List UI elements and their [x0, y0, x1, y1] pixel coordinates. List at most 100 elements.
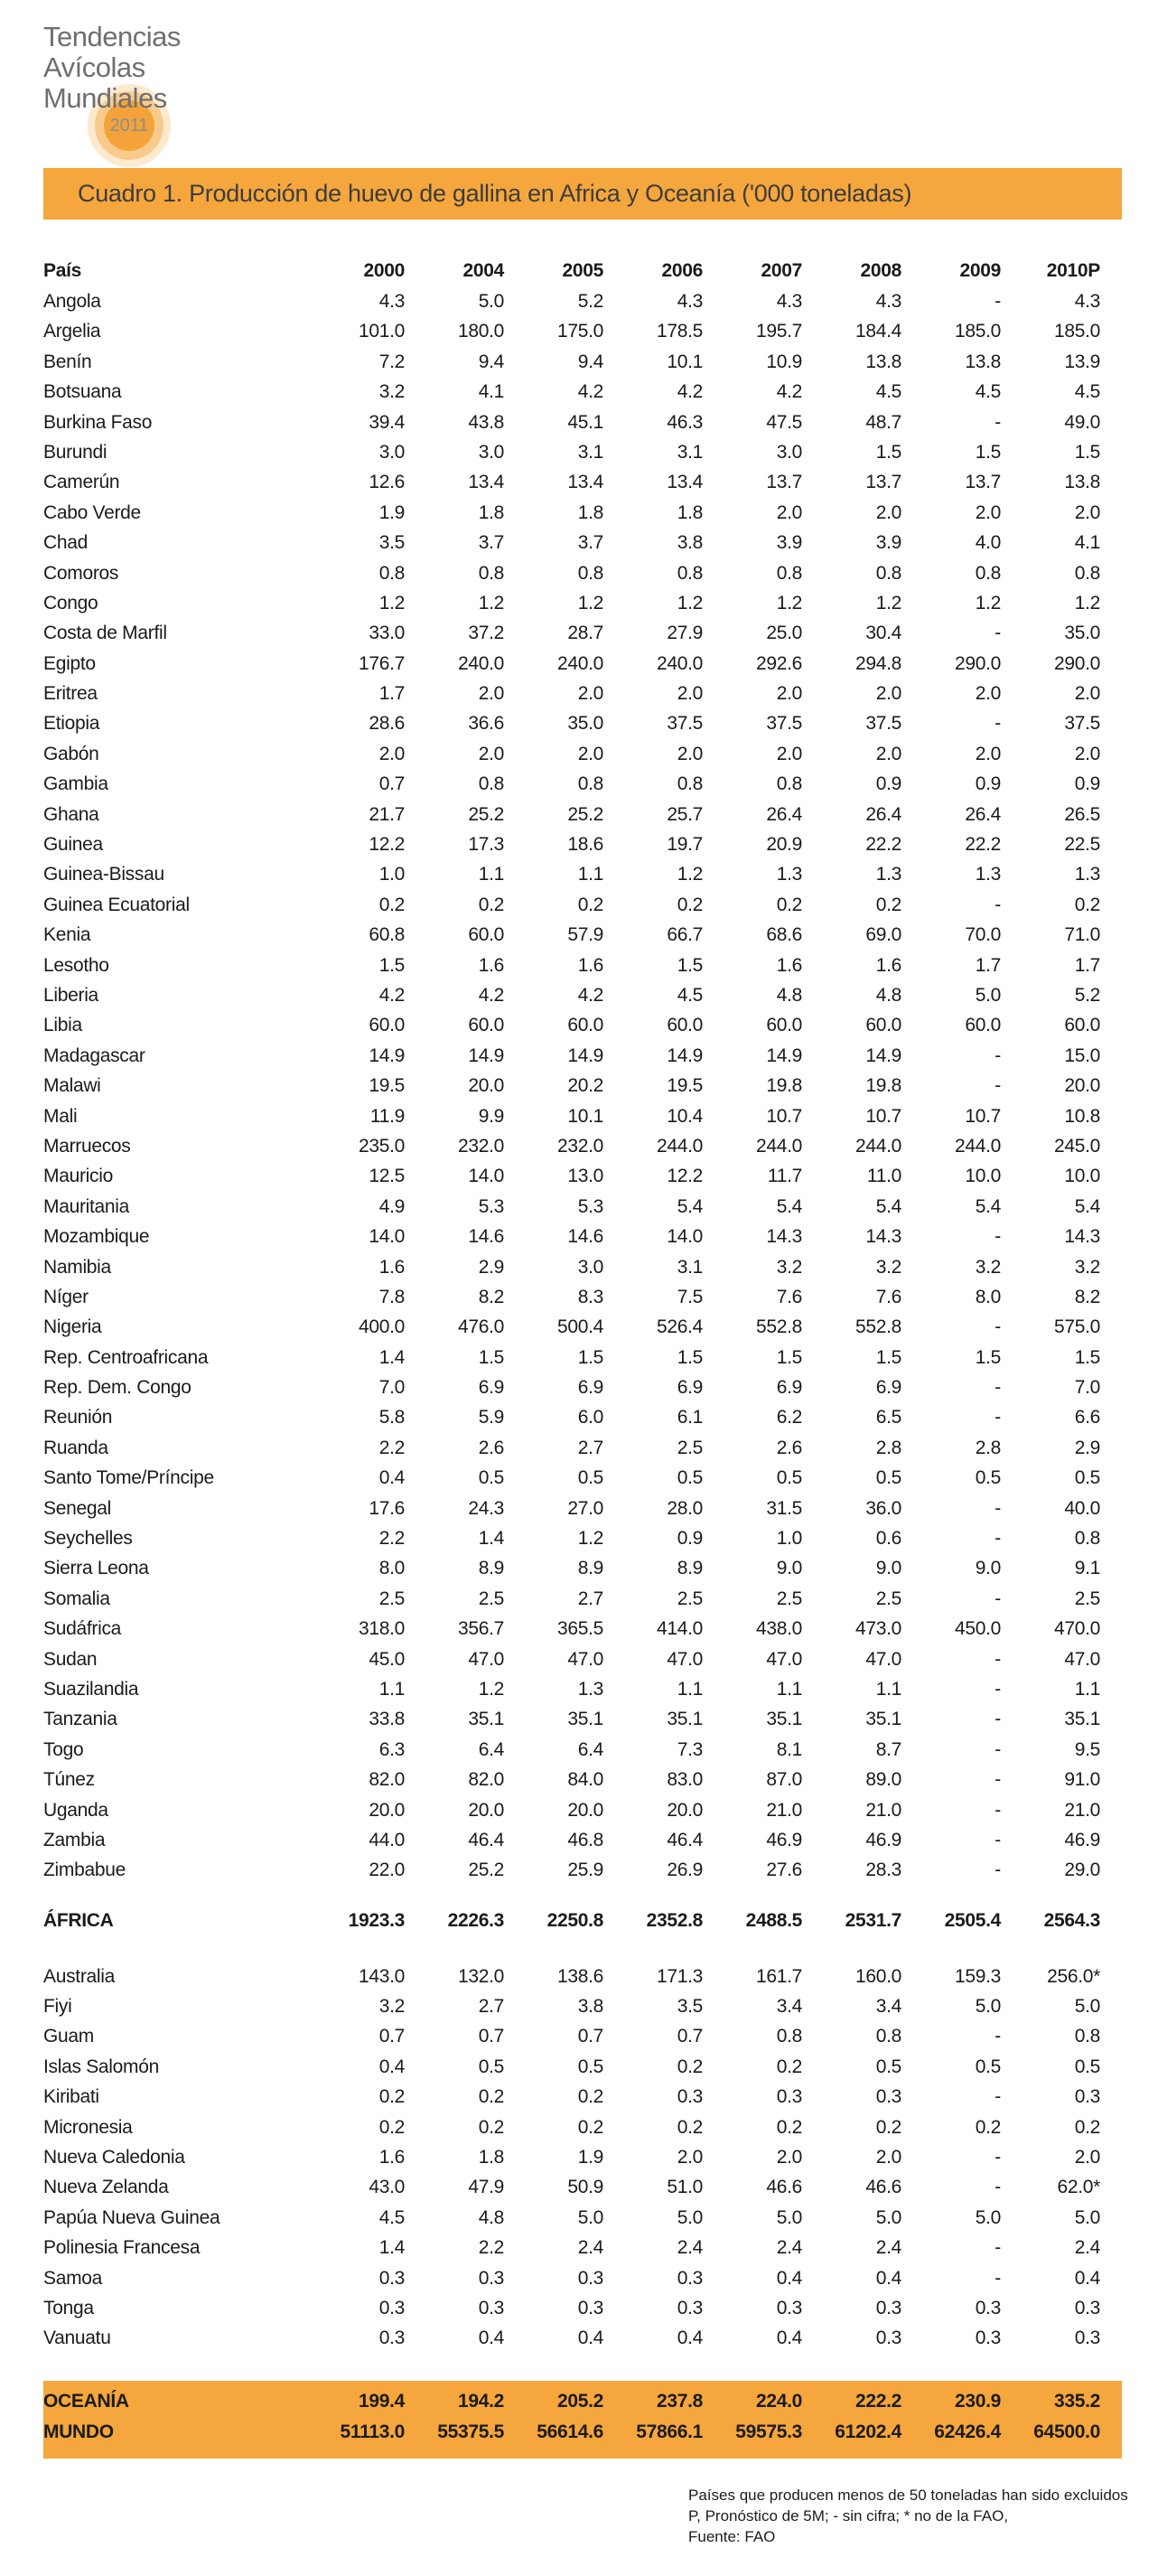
value-cell: 237.8: [656, 2390, 703, 2412]
value-cell: 4.9: [378, 1195, 406, 1217]
value-cell: 294.8: [854, 652, 901, 674]
value-cell: -: [995, 1075, 1001, 1097]
value-cell: 14.3: [865, 1226, 901, 1248]
value-cell: 0.4: [776, 2267, 803, 2289]
value-cell: 161.7: [755, 1965, 802, 1987]
table-row: Cabo Verde 1.9 1.8 1.8 1.8 2.0 2.0 2.0 2.0: [43, 498, 1100, 528]
value-cell: 575.0: [1053, 1316, 1100, 1338]
table-row: Níger 7.8 8.2 8.3 7.5 7.6 7.6 8.0 8.2: [43, 1282, 1100, 1312]
country-cell: Angola: [43, 291, 101, 312]
value-cell: -: [995, 1799, 1001, 1821]
value-cell: 195.7: [755, 321, 802, 342]
value-cell: 1.5: [776, 1346, 803, 1368]
value-cell: 60.0: [865, 1015, 901, 1036]
country-cell: Mali: [43, 1105, 78, 1127]
value-cell: -: [995, 713, 1001, 735]
table-row: Benín 7.2 9.4 9.4 10.1 10.9 13.8 13.8 13.9: [43, 347, 1100, 377]
table-row: Sudáfrica 318.0 356.7 365.5 414.0 438.0 473.0 4…: [43, 1614, 1100, 1644]
footnote-source: Fuente: FAO: [688, 2528, 776, 2545]
value-cell: 0.4: [1074, 2267, 1101, 2289]
value-cell: 1.2: [875, 592, 902, 614]
logo-year: 2011: [109, 115, 149, 136]
value-cell: 2.0: [875, 2147, 902, 2169]
value-cell: 60.8: [369, 924, 405, 946]
value-cell: 0.2: [478, 894, 505, 915]
table-row: Costa de Marfil 33.0 37.2 28.7 27.9 25.0 30.4 -…: [43, 618, 1100, 648]
value-cell: 46.9: [1064, 1829, 1100, 1850]
country-cell: Kiribati: [43, 2086, 99, 2108]
value-cell: 235.0: [358, 1135, 405, 1157]
value-cell: 35.0: [1064, 623, 1100, 644]
value-cell: 0.2: [776, 894, 803, 915]
value-cell: 8.9: [677, 1558, 704, 1579]
value-cell: 9.4: [478, 351, 505, 372]
value-cell: 2.0: [776, 743, 803, 764]
country-cell: Ruanda: [43, 1437, 108, 1458]
value-cell: 8.2: [1074, 1286, 1101, 1307]
value-cell: 5.0: [975, 1996, 1002, 2018]
country-cell: Tanzania: [43, 1709, 117, 1730]
value-cell: 2.5: [677, 1437, 704, 1458]
country-cell: Seychelles: [43, 1528, 133, 1550]
value-cell: 17.6: [369, 1497, 405, 1519]
value-cell: 0.3: [875, 2328, 902, 2349]
value-cell: 1.4: [378, 1346, 406, 1368]
value-cell: 3.2: [1074, 1256, 1101, 1278]
value-cell: 0.2: [1074, 894, 1101, 915]
country-cell: Madagascar: [43, 1044, 145, 1066]
table-row: Togo 6.3 6.4 6.4 7.3 8.1 8.7 - 9.5: [43, 1735, 1100, 1765]
country-cell: Egipto: [43, 652, 96, 674]
value-cell: 4.0: [975, 532, 1002, 554]
table-row: Fiyi 3.2 2.7 3.8 3.5 3.4 3.4 5.0 5.0: [43, 1991, 1100, 2021]
value-cell: 4.1: [478, 381, 505, 403]
value-cell: 5.8: [378, 1407, 406, 1429]
value-cell: 176.7: [358, 652, 405, 674]
table-row: Botsuana 3.2 4.1 4.2 4.2 4.2 4.5 4.5 4.5: [43, 377, 1100, 407]
value-cell: 0.2: [378, 2116, 406, 2138]
value-cell: 2531.7: [845, 1909, 902, 1931]
value-cell: -: [995, 1588, 1001, 1609]
value-cell: 0.8: [577, 773, 604, 795]
value-cell: 1.3: [1074, 864, 1101, 885]
value-cell: 13.7: [766, 472, 802, 493]
table-row: Argelia 101.0 180.0 175.0 178.5 195.7 184.4 185…: [43, 316, 1100, 346]
value-cell: 0.2: [1074, 2116, 1101, 2138]
value-cell: 7.0: [378, 1377, 406, 1399]
value-cell: -: [995, 1648, 1001, 1670]
value-cell: 60.0: [965, 1015, 1001, 1036]
value-cell: 0.7: [378, 2026, 406, 2047]
value-cell: 0.8: [478, 773, 505, 795]
value-cell: 0.3: [577, 2267, 604, 2289]
value-cell: 0.8: [776, 2026, 803, 2047]
value-cell: 1.8: [677, 501, 704, 523]
value-cell: 33.8: [369, 1709, 405, 1730]
value-cell: 14.3: [1064, 1226, 1100, 1248]
value-cell: 232.0: [457, 1135, 504, 1157]
value-cell: 35.1: [567, 1709, 603, 1730]
table-row: Namibia 1.6 2.9 3.0 3.1 3.2 3.2 3.2 3.2: [43, 1252, 1100, 1282]
value-cell: 2.4: [875, 2237, 902, 2259]
value-cell: 2.0: [875, 683, 902, 705]
table-row: Camerún 12.6 13.4 13.4 13.4 13.7 13.7 13.7 13.8: [43, 467, 1100, 497]
table-row: Chad 3.5 3.7 3.7 3.8 3.9 3.9 4.0 4.1: [43, 528, 1100, 557]
logo-line-1: Tendencias: [43, 21, 181, 52]
value-cell: 47.0: [1064, 1648, 1100, 1670]
value-cell: 14.0: [667, 1226, 703, 1248]
value-cell: 224.0: [755, 2390, 802, 2412]
value-cell: 46.3: [667, 411, 703, 433]
value-cell: 37.5: [1064, 713, 1100, 735]
value-cell: 1.2: [677, 864, 704, 885]
value-cell: 19.5: [369, 1075, 405, 1097]
value-cell: 71.0: [1064, 924, 1100, 946]
value-cell: 46.4: [667, 1829, 703, 1850]
value-cell: 8.9: [577, 1558, 604, 1579]
country-cell: Chad: [43, 532, 89, 554]
value-cell: 2.0: [577, 683, 604, 705]
country-cell: Islas Salomón: [43, 2056, 159, 2077]
value-cell: 2.0: [776, 2147, 803, 2169]
value-cell: 4.8: [478, 2206, 505, 2228]
country-cell: Guinea Ecuatorial: [43, 894, 190, 915]
value-cell: 138.6: [556, 1965, 603, 1987]
country-cell: Micronesia: [43, 2116, 133, 2138]
value-cell: 6.2: [776, 1407, 803, 1429]
